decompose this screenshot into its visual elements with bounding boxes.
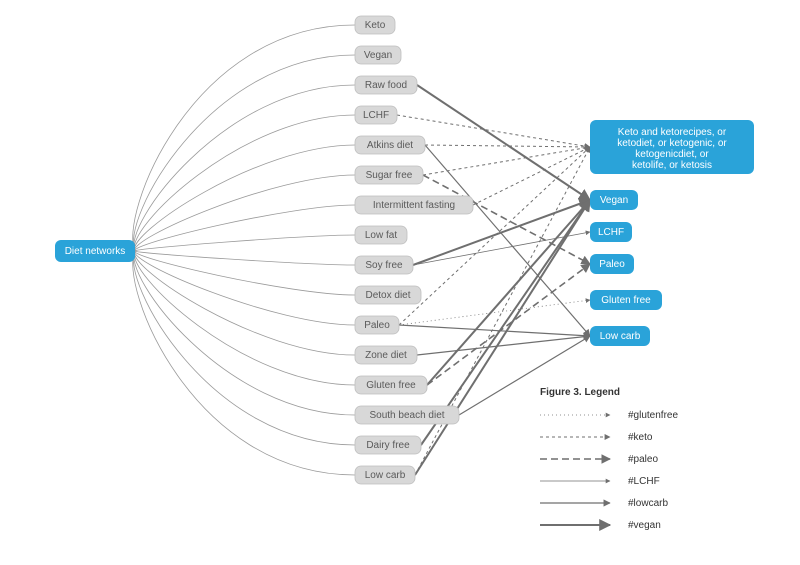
legend-title: Figure 3. Legend: [540, 387, 620, 398]
curve-root-to-southbeach: [134, 251, 355, 415]
curve-root-to-zone: [134, 251, 355, 355]
mid-node-label: Low fat: [365, 230, 397, 241]
mid-node-detox: Detox diet: [355, 286, 421, 304]
mid-node-label: Raw food: [365, 80, 407, 91]
legend-label-paleo: #paleo: [628, 454, 658, 465]
mid-node-sugarfree: Sugar free: [355, 166, 423, 184]
mid-node-dairyfree: Dairy free: [355, 436, 421, 454]
root-node-root: Diet networks: [55, 240, 135, 262]
mid-node-atkins: Atkins diet: [355, 136, 425, 154]
right-node-label: Vegan: [600, 195, 628, 206]
mid-node-label: Paleo: [364, 320, 390, 331]
curve-root-to-atkins: [134, 145, 355, 251]
mid-node-label: LCHF: [363, 110, 389, 121]
mid-node-label: Soy free: [365, 260, 403, 271]
mid-node-glutenfree: Gluten free: [355, 376, 427, 394]
mid-node-lowcarb: Low carb: [355, 466, 415, 484]
mid-node-label: Intermittent fasting: [373, 200, 455, 211]
mid-node-lchf: LCHF: [355, 106, 397, 124]
mid-node-label: Atkins diet: [367, 140, 413, 151]
curve-root-to-vegan: [133, 55, 355, 251]
diet-network-diagram: Diet networks Keto Vegan Raw food LCHF Atkins…: [0, 0, 800, 565]
legend-label-keto: #keto: [628, 432, 653, 443]
edge-glutenfree-to-r_paleo: [427, 264, 590, 385]
root-node-label: Diet networks: [65, 246, 126, 257]
right-node-r_lchf: LCHF: [590, 222, 632, 242]
right-node-label: Paleo: [599, 259, 625, 270]
curve-root-to-interfast: [135, 205, 355, 251]
curve-root-to-keto: [133, 25, 355, 251]
mid-node-label: South beach diet: [369, 410, 444, 421]
legend-label-LCHF: #LCHF: [628, 476, 660, 487]
curve-root-to-detox: [135, 251, 355, 295]
mid-node-label: Low carb: [365, 470, 406, 481]
mid-node-interfast: Intermittent fasting: [355, 196, 473, 214]
mid-node-label: Gluten free: [366, 380, 416, 391]
mid-node-vegan: Vegan: [355, 46, 401, 64]
right-node-r_lowcarb: Low carb: [590, 326, 650, 346]
curve-root-to-lowfat: [135, 235, 355, 251]
mid-node-label: Detox diet: [365, 290, 410, 301]
right-node-label: LCHF: [598, 227, 624, 238]
right-node-r_keto: Keto and ketorecipes, orketodiet, or ket…: [590, 120, 754, 174]
mid-node-rawfood: Raw food: [355, 76, 417, 94]
legend-label-glutenfree: #glutenfree: [628, 410, 678, 421]
edge-interfast-to-r_keto: [473, 147, 590, 205]
curve-root-to-glutenfree: [134, 251, 355, 385]
right-node-r_gluten: Gluten free: [590, 290, 662, 310]
mid-node-soyfree: Soy free: [355, 256, 413, 274]
root-curves: [133, 25, 355, 475]
edge-lchf-to-r_keto: [397, 115, 590, 147]
right-node-label: Low carb: [600, 331, 641, 342]
legend-label-lowcarb: #lowcarb: [628, 498, 668, 509]
mid-node-keto: Keto: [355, 16, 395, 34]
mid-node-lowfat: Low fat: [355, 226, 407, 244]
curve-root-to-sugarfree: [135, 175, 355, 251]
right-node-r_vegan: Vegan: [590, 190, 638, 210]
mid-node-label: Zone diet: [365, 350, 407, 361]
edge-lowcarb-to-r_vegan: [415, 200, 590, 475]
edge-glutenfree-to-r_vegan: [427, 200, 590, 385]
legend: Figure 3. Legend #glutenfree #keto #paleo #L…: [540, 387, 678, 531]
right-node-label: Gluten free: [601, 295, 651, 306]
curve-root-to-paleo: [135, 251, 355, 325]
mid-node-paleo: Paleo: [355, 316, 399, 334]
mid-node-label: Dairy free: [366, 440, 410, 451]
mid-node-southbeach: South beach diet: [355, 406, 459, 424]
edge-sugarfree-to-r_keto: [423, 147, 590, 175]
mid-node-label: Sugar free: [366, 170, 413, 181]
right-node-r_paleo: Paleo: [590, 254, 634, 274]
curve-root-to-dairyfree: [133, 251, 355, 445]
mid-node-label: Keto: [365, 20, 386, 31]
mid-node-label: Vegan: [364, 50, 392, 61]
curve-root-to-soyfree: [135, 251, 355, 265]
mid-node-zone: Zone diet: [355, 346, 417, 364]
legend-label-vegan: #vegan: [628, 520, 661, 531]
curve-root-to-rawfood: [134, 85, 355, 251]
